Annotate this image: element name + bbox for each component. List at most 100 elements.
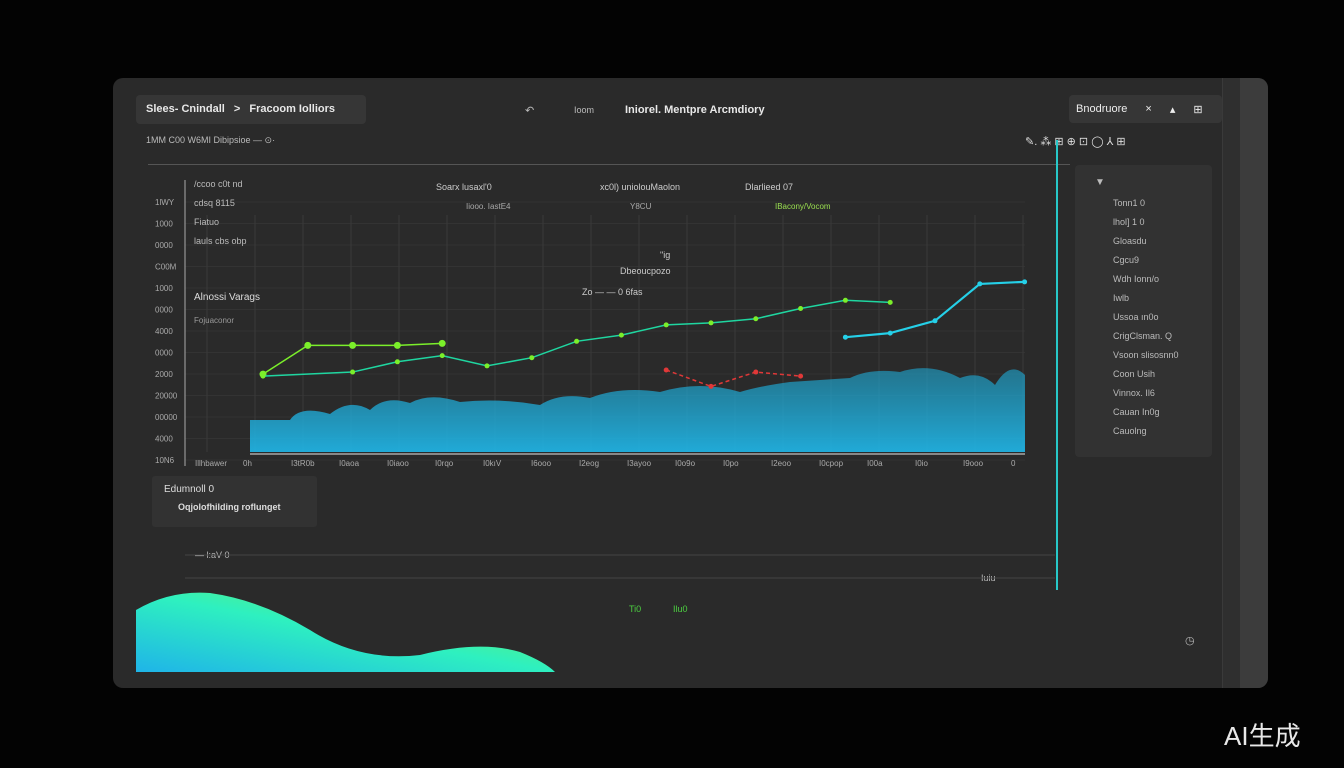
data-point[interactable] <box>574 338 580 344</box>
x-tick-label: I2eoo <box>771 459 792 468</box>
bottom-label: Ti0 <box>629 604 642 614</box>
breadcrumb-item[interactable]: Fracoom Iolliors <box>249 103 335 115</box>
data-point[interactable] <box>708 320 714 326</box>
data-point[interactable] <box>842 297 848 303</box>
data-point[interactable] <box>753 369 759 375</box>
x-tick-label: I3tR0b <box>291 459 315 468</box>
legend-item[interactable]: Gloasdu <box>1113 236 1147 246</box>
divider <box>148 164 1070 165</box>
x-tick-label: 0 <box>1011 459 1016 468</box>
y-tick-label: 00000 <box>155 413 178 422</box>
legend-item[interactable]: Ussoa ın0o <box>1113 312 1159 322</box>
x-tick-label: I3ayoo <box>627 459 652 468</box>
data-point[interactable] <box>618 332 624 338</box>
y-tick-label: 4000 <box>155 327 173 336</box>
data-point[interactable] <box>887 299 893 305</box>
breadcrumb-separator: > <box>233 103 241 115</box>
data-point[interactable] <box>394 359 400 365</box>
x-tick-label: I0kıV <box>483 459 502 468</box>
data-point[interactable] <box>438 339 446 347</box>
legend-item[interactable]: Iwlb <box>1113 293 1130 303</box>
y-tick-label: 10N6 <box>155 456 175 465</box>
x-tick-label: 0h <box>243 459 252 468</box>
breadcrumb[interactable]: Slees- Cnindall > Fracoom Iolliors <box>136 95 366 124</box>
chart-header: Dlarlieed 07 <box>745 182 793 192</box>
nav-link[interactable]: Ioom <box>574 105 595 115</box>
area-series <box>250 368 1025 452</box>
data-point[interactable] <box>663 322 669 328</box>
x-tick-label: I0io <box>915 459 928 468</box>
data-point[interactable] <box>529 355 535 361</box>
data-point[interactable] <box>349 341 357 349</box>
x-tick-label: I0rqo <box>435 459 454 468</box>
x-tick-label: I00a <box>867 459 883 468</box>
legend-item[interactable]: Cauolng <box>1113 426 1147 436</box>
chart-subheader: Y8CU <box>630 202 652 211</box>
chart-annotation: "ig <box>660 250 670 260</box>
clock-icon[interactable]: ◷ <box>1185 635 1195 647</box>
data-point[interactable] <box>304 341 312 349</box>
x-tick-label: I0o9o <box>675 459 696 468</box>
info-box: Edumnoll 0 Oqjolofhilding roflunget <box>152 476 317 527</box>
side-strip <box>1222 78 1240 688</box>
data-point[interactable] <box>842 334 848 340</box>
x-tick-label: I9ooo <box>963 459 984 468</box>
toolbar-icons[interactable]: ✎. ⁂ ⊞ ⊕ ⊡ ◯ ⅄ ⊞ <box>1025 136 1126 148</box>
legend-item[interactable]: Vsoon slisosnn0 <box>1113 350 1179 360</box>
data-point[interactable] <box>1022 279 1028 285</box>
subtitle: 1MM C00 W6MI Dibipsioe — ⊙· <box>146 135 276 145</box>
legend-item[interactable]: CrigClsman. Q <box>1113 331 1173 341</box>
data-point[interactable] <box>260 373 266 379</box>
series-subtitle: Fojuaconor <box>194 316 234 325</box>
legend-item[interactable]: Cauan In0g <box>1113 407 1160 417</box>
data-point[interactable] <box>887 330 893 336</box>
y-tick-label: 0000 <box>155 349 173 358</box>
x-tick-label: I0po <box>723 459 739 468</box>
x-tick-label: I0aoa <box>339 459 360 468</box>
page-title: Iniorel. Mentpre Arcmdiory <box>625 104 765 116</box>
info-sub: Oqjolofhilding roflunget <box>178 502 281 512</box>
data-point[interactable] <box>439 353 445 359</box>
y-tick-label: 0000 <box>155 241 173 250</box>
data-point[interactable] <box>484 363 490 369</box>
y-tick-label: 1000 <box>155 284 173 293</box>
data-point[interactable] <box>798 373 804 379</box>
header-control[interactable]: Bnodruore × ▴ ⊞ <box>1069 95 1222 123</box>
data-point[interactable] <box>393 341 401 349</box>
series-line-red <box>665 369 801 388</box>
chart-header: Soarx lusaxl'0 <box>436 182 492 192</box>
data-point[interactable] <box>798 306 804 311</box>
legend-label: /ccoo c0t nd <box>194 179 243 189</box>
breadcrumb-item[interactable]: Slees- Cnindall <box>146 103 225 115</box>
grid-icon[interactable]: ⊞ <box>1193 104 1203 116</box>
data-point[interactable] <box>977 281 983 287</box>
data-point[interactable] <box>753 316 759 322</box>
legend-item[interactable]: Vinnox. Il6 <box>1113 388 1155 398</box>
info-title: Edumnoll 0 <box>164 484 215 495</box>
close-icon[interactable]: × <box>1145 103 1152 115</box>
chart-header: xc0l) uniolouMaolon <box>600 182 680 192</box>
y-tick-label: 0000 <box>155 306 173 315</box>
back-icon[interactable]: ↶ <box>525 105 535 117</box>
legend-item[interactable]: lhol] 1 0 <box>1113 217 1145 227</box>
legend-item[interactable]: Coon Usih <box>1113 369 1156 379</box>
legend-item[interactable]: Cgcu9 <box>1113 255 1140 265</box>
triangle-icon[interactable]: ▴ <box>1169 104 1176 116</box>
gradient-wave <box>136 592 555 672</box>
chart-subheader: IBacony/Vocom <box>775 202 831 211</box>
y-tick-label: 2000 <box>155 370 173 379</box>
data-point[interactable] <box>932 318 938 324</box>
legend-panel: ▼ Tonn1 0 lhol] 1 0 Gloasdu Cgcu9 Wdh Ionn/o… <box>1075 165 1212 457</box>
legend-item[interactable]: Wdh Ionn/o <box>1113 274 1160 284</box>
legend-item[interactable]: Tonn1 0 <box>1113 198 1146 208</box>
y-tick-label: 1lWY <box>155 198 175 207</box>
scrollbar[interactable] <box>1240 78 1268 688</box>
chevron-down-icon[interactable]: ▼ <box>1095 177 1105 188</box>
chart-annotation: Dbeoucpozo <box>620 266 671 276</box>
chart-annotation: Zo — — 0 6fas <box>582 287 643 297</box>
data-point[interactable] <box>708 383 714 389</box>
legend-label: lauls cbs obp <box>194 236 247 246</box>
data-point[interactable] <box>663 367 669 373</box>
data-point[interactable] <box>350 369 356 375</box>
legend-label: cdsq 8115 <box>194 198 235 208</box>
